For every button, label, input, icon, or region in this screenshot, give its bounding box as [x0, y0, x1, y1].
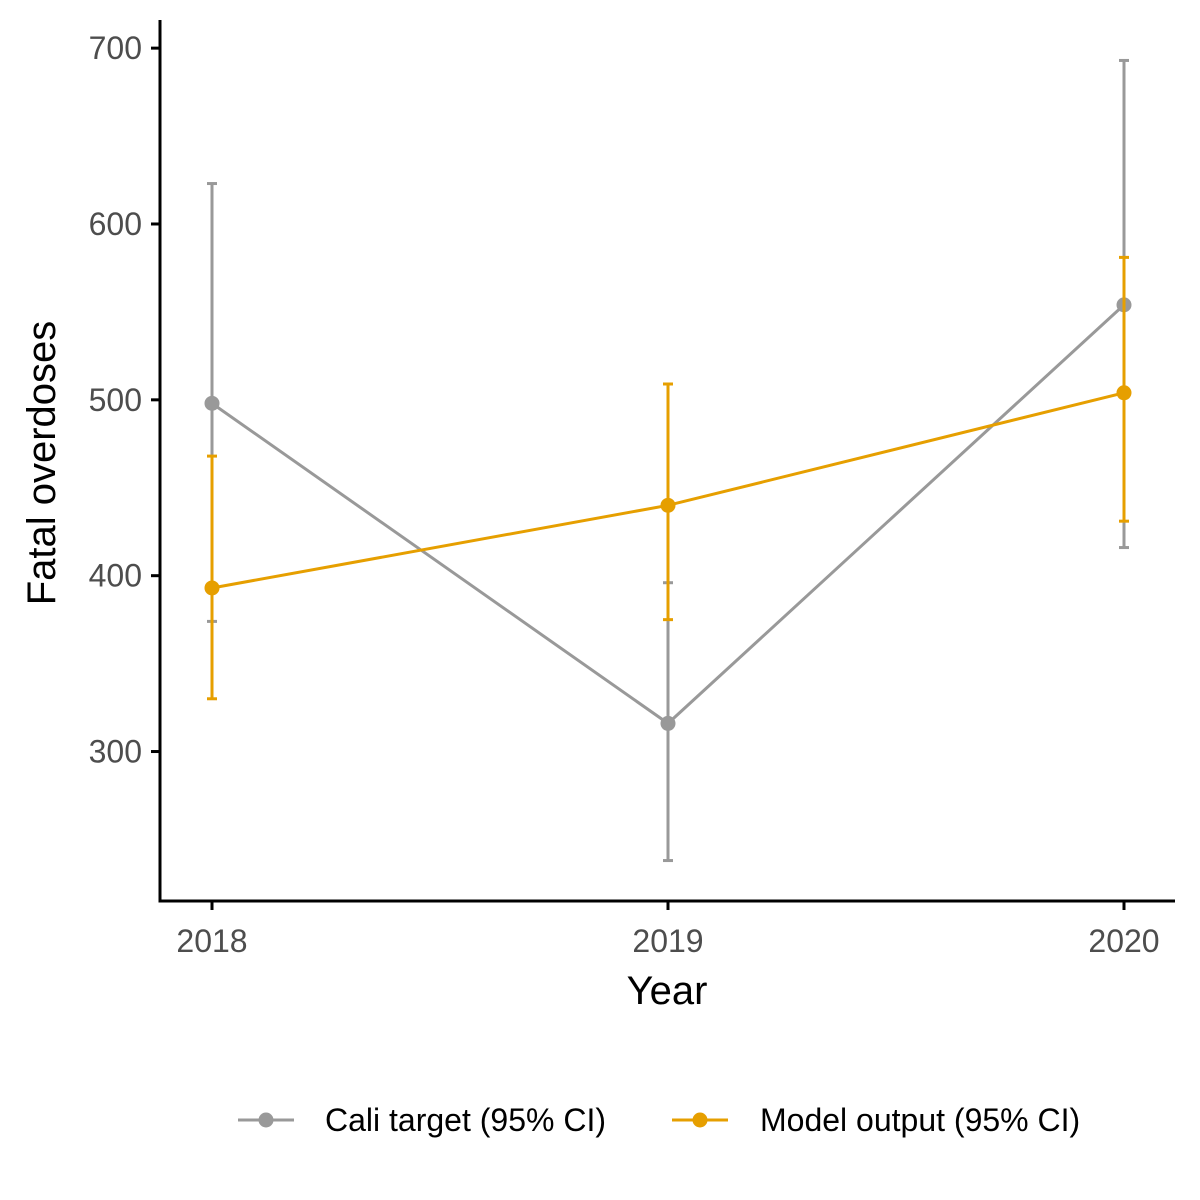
- x-axis-title: Year: [627, 969, 708, 1013]
- data-point: [204, 580, 220, 596]
- legend-item: Model output (95% CI): [672, 1102, 1080, 1138]
- y-tick-label: 700: [89, 30, 142, 66]
- x-axis-ticks: 2018 2019 2020: [176, 901, 1160, 959]
- data-point: [204, 395, 220, 411]
- legend-key-point: [692, 1112, 708, 1128]
- data-point: [660, 497, 676, 513]
- x-tick-label: 2019: [632, 923, 703, 959]
- y-axis-ticks: 300 400 500 600 700: [89, 30, 160, 770]
- legend: Cali target (95% CI) Model output (95% CI…: [238, 1102, 1080, 1138]
- legend-key-point: [258, 1112, 274, 1128]
- legend-label: Model output (95% CI): [760, 1102, 1080, 1138]
- y-tick-label: 300: [89, 734, 142, 770]
- series-layer: [204, 58, 1132, 863]
- series-model-output: [204, 255, 1132, 701]
- y-axis-title: Fatal overdoses: [20, 321, 64, 606]
- data-point: [660, 715, 676, 731]
- y-tick-label: 400: [89, 558, 142, 594]
- x-tick-label: 2018: [176, 923, 247, 959]
- y-tick-label: 600: [89, 206, 142, 242]
- legend-item: Cali target (95% CI): [238, 1102, 606, 1138]
- y-tick-label: 500: [89, 382, 142, 418]
- data-point: [1116, 385, 1132, 401]
- legend-label: Cali target (95% CI): [325, 1102, 606, 1138]
- x-tick-label: 2020: [1088, 923, 1159, 959]
